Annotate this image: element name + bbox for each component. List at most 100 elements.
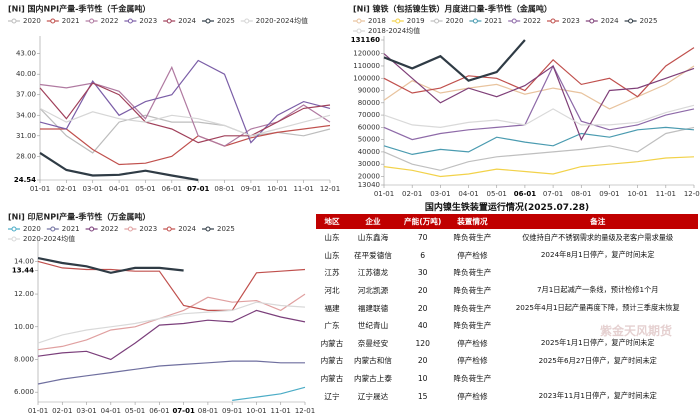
- table-cell: 江苏德龙: [357, 268, 389, 278]
- series-line: [37, 301, 306, 344]
- legend-dot: [127, 226, 133, 232]
- x-tick-label: 05-01: [487, 190, 507, 198]
- y-tick-label: 14.00: [14, 257, 34, 265]
- series-line: [383, 126, 695, 156]
- table-cell: 江苏: [324, 268, 340, 278]
- header-cell: 备注: [497, 214, 698, 229]
- x-tick-label: 04-01: [458, 190, 478, 198]
- y-tick-label: 120000: [353, 50, 380, 58]
- table-cell: 2025年1月1日停产，复产时间未定: [540, 338, 655, 348]
- series-line: [383, 65, 695, 110]
- y-tick-label: 31.00: [16, 132, 36, 140]
- y-tick-label: 50000: [358, 136, 380, 144]
- series-line: [40, 124, 331, 166]
- series-line: [37, 309, 306, 361]
- table-cell: 仅维持自产不锈钢需求的量级及老客户需求量级: [522, 232, 674, 242]
- table-row: 内蒙古 奈曼经安 120 停产检修 2025年1月1日停产，复产时间未定: [316, 335, 698, 353]
- y-tick-label: 43.00: [16, 50, 36, 58]
- legend-label: 2022: [101, 17, 119, 25]
- table-cell: 70: [417, 233, 428, 243]
- table-title: 国内镍生铁装置运行情况(2025.07.28): [424, 203, 590, 213]
- x-tick-label: 03-01: [76, 407, 96, 415]
- table-cell: 福建联德: [357, 303, 389, 313]
- legend-label: 2021: [484, 17, 502, 25]
- table-cell: 降负荷生产: [453, 321, 492, 331]
- table-cell: 辽宁: [324, 391, 340, 401]
- table-cell: [497, 370, 698, 388]
- x-tick-label: 08-01: [571, 190, 591, 198]
- table-cell: 降负荷生产: [453, 374, 492, 384]
- legend-dot: [166, 226, 172, 232]
- header-row: 地区 企业 产能(万吨) 装置情况 备注: [316, 214, 698, 229]
- legend-dot: [11, 18, 17, 24]
- x-tick-label: 12-01: [295, 407, 315, 415]
- chart-title: [Ni] 镍铁（包括镍生铁）月度进口量-季节性（金属吨）: [353, 4, 552, 14]
- watermark: 紫金天风期货: [600, 324, 673, 338]
- legend-dot: [205, 226, 211, 232]
- legend-label: 2024: [178, 17, 196, 25]
- x-tick-label: 07-01: [172, 407, 195, 415]
- table-cell: 降负荷生产: [453, 233, 492, 243]
- x-tick-label: 02-01: [56, 185, 76, 193]
- y-tick-label: 12.00: [14, 290, 34, 298]
- series-line: [383, 47, 695, 98]
- chart-title: [Ni] 国内NPI产量-季节性（千金属吨）: [8, 4, 150, 14]
- table-cell: 内蒙古和信: [354, 356, 392, 366]
- series-line: [39, 65, 331, 147]
- x-tick-label: 11-01: [656, 190, 676, 198]
- table-cell: 山东: [324, 233, 340, 243]
- legend-label: 2025: [640, 17, 658, 25]
- x-tick-label: 08-01: [214, 185, 234, 193]
- series-line: [39, 82, 331, 144]
- table-row: 河北 河北凯源 20 降负荷生产 7月1日起减产一条线，预计检修1个月: [316, 282, 698, 300]
- header-cell: 地区: [316, 214, 348, 229]
- series-line: [37, 260, 306, 311]
- legend-label: 2025: [217, 225, 235, 233]
- y-tick-label: 40000: [358, 148, 380, 156]
- legend-dot: [511, 18, 517, 24]
- series-line: [383, 156, 695, 178]
- legend-dot: [89, 226, 95, 232]
- table-cell: 停产检修: [457, 391, 488, 401]
- series-line: [39, 107, 331, 154]
- table-cell: 停产检修: [457, 338, 488, 348]
- table-row: 山东 荏平爱德信 6 停产检修 2024年8月1日停产，复产时间未定: [316, 247, 698, 265]
- table-row: 福建 福建联德 20 降负荷生产 2025年4月1日起产量再度下降，预计三季度末恢复: [316, 299, 698, 317]
- y-tick-label: 131160: [351, 36, 380, 44]
- legend-dot: [628, 18, 634, 24]
- y-tick-label: 13.44: [12, 267, 34, 275]
- header-cell: 装置情况: [447, 214, 498, 229]
- header-cell: 企业: [347, 214, 399, 229]
- x-tick-label: 05-01: [135, 185, 155, 193]
- table-cell: 120: [415, 338, 430, 348]
- x-tick-label: 09-01: [599, 190, 619, 198]
- legend-label: 2022: [523, 17, 541, 25]
- legend-label: 2019: [407, 17, 425, 25]
- table-cell: 降负荷生产: [453, 286, 492, 296]
- legend-label: 2020: [23, 225, 41, 233]
- y-tick-label: 8.000: [14, 355, 34, 363]
- legend-label: 2024: [601, 17, 619, 25]
- table-row: 广东 世纪青山 40 降负荷生产: [316, 317, 698, 335]
- legend-dot: [550, 18, 556, 24]
- table-row: 山东 山东鑫海 70 降负荷生产 仅维持自产不锈钢需求的量级及老客户需求量级: [316, 229, 698, 247]
- x-tick-label: 06-01: [162, 185, 182, 193]
- x-tick-label: 01-01: [374, 190, 394, 198]
- series-line: [37, 360, 305, 385]
- table-cell: 停产检修: [457, 250, 488, 260]
- legend-dot: [356, 18, 362, 24]
- x-tick-label: 04-01: [101, 407, 121, 415]
- legend-dot: [205, 18, 211, 24]
- legend-label: 2023: [139, 17, 157, 25]
- x-tick-label: 11-01: [293, 185, 313, 193]
- legend-label: 2020: [446, 17, 464, 25]
- table-cell: 内蒙古: [320, 356, 344, 366]
- y-tick-label: 10.00: [14, 323, 34, 331]
- series-line: [383, 126, 695, 171]
- table-row: 辽宁 辽宁晟达 15 停产检修 2023年11月1日停产，复产时间未定: [316, 387, 698, 405]
- y-tick-label: 80000: [358, 99, 380, 107]
- legend-label: 2021: [62, 225, 80, 233]
- x-tick-label: 02-01: [402, 190, 422, 198]
